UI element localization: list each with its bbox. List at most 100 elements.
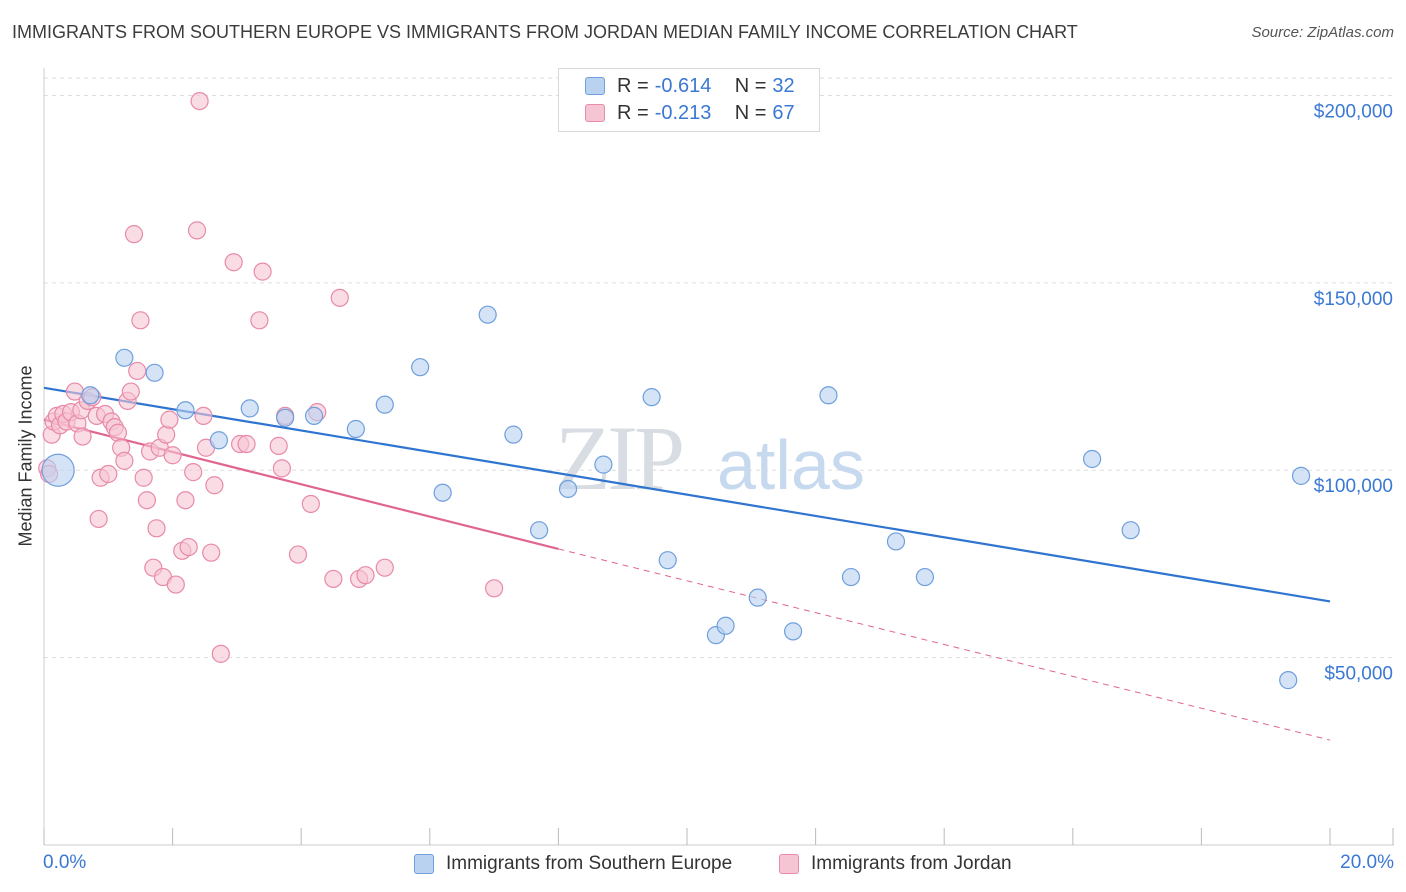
point-jordan (330, 288, 349, 307)
point-jordan (157, 425, 176, 444)
point-jordan (237, 434, 256, 454)
point-jordan (272, 459, 292, 478)
point-southern-europe (915, 567, 935, 587)
trend-line-jordan-extension (558, 548, 1331, 741)
point-jordan (202, 543, 221, 562)
point-southern-europe (504, 425, 523, 444)
legend-label: Immigrants from Southern Europe (446, 853, 733, 874)
point-southern-europe (304, 406, 324, 425)
watermark-atlas: atlas (717, 426, 865, 504)
point-jordan (115, 451, 134, 470)
n-label: N = (734, 74, 767, 97)
point-jordan (99, 464, 118, 484)
point-jordan (194, 406, 213, 425)
y-tick-labels: $50,000 $100,000 $150,000 $200,000 (1314, 101, 1393, 684)
point-southern-europe (841, 567, 861, 587)
point-jordan (253, 262, 272, 281)
point-jordan (224, 253, 243, 272)
point-southern-europe (886, 532, 906, 551)
point-southern-europe (1291, 466, 1311, 485)
point-jordan (485, 579, 504, 598)
trend-layer (43, 386, 1331, 741)
y-tick-label: $150,000 (1314, 289, 1393, 310)
y-tick-label: $50,000 (1324, 664, 1393, 685)
r-label: R = (617, 101, 649, 124)
point-southern-europe (558, 479, 578, 499)
point-jordan (73, 427, 92, 446)
point-southern-europe (115, 348, 134, 367)
blue-swatch (414, 854, 434, 874)
point-southern-europe (209, 431, 228, 450)
watermark: ZIP atlas (555, 407, 865, 509)
point-southern-europe (1279, 671, 1298, 690)
point-jordan (205, 476, 224, 495)
point-southern-europe (433, 483, 452, 502)
legend-item-southern-europe: Immigrants from Southern Europe (414, 851, 732, 877)
point-jordan (324, 569, 343, 589)
point-jordan (184, 463, 203, 482)
point-southern-europe (478, 305, 497, 324)
point-jordan (131, 311, 150, 330)
point-southern-europe (748, 588, 767, 607)
point-southern-europe (716, 616, 735, 635)
point-jordan (121, 382, 140, 401)
point-jordan (166, 575, 185, 594)
point-jordan (269, 436, 288, 455)
point-jordan (375, 558, 394, 577)
point-jordan (89, 509, 108, 529)
r-label: R = (617, 74, 649, 97)
blue-swatch (585, 77, 605, 95)
legend-label: Immigrants from Jordan (811, 853, 1012, 874)
pink-swatch (585, 104, 605, 122)
point-jordan (190, 91, 209, 111)
x-tick-label-max: 20.0% (1340, 852, 1394, 873)
point-jordan (128, 361, 147, 381)
point-southern-europe (176, 401, 195, 420)
point-southern-europe (240, 399, 259, 418)
point-southern-europe (530, 521, 549, 540)
point-jordan (134, 468, 153, 487)
watermark-zip: ZIP (555, 407, 682, 509)
n-value: 67 (772, 101, 795, 124)
n-value: 32 (772, 74, 795, 97)
point-jordan (301, 494, 320, 514)
point-southern-europe (411, 358, 430, 377)
trend-line-southern-europe (43, 386, 1331, 603)
point-southern-europe (81, 386, 100, 405)
point-jordan (137, 491, 156, 510)
correlation-legend: R = -0.614 N = 32 R = -0.213 N = 67 (558, 68, 820, 132)
point-jordan (163, 446, 182, 465)
source-label: Source: ZipAtlas.com (1251, 24, 1394, 41)
trend-line-jordan (43, 418, 559, 551)
legend-item-jordan: Immigrants from Jordan (779, 851, 1012, 877)
point-jordan (147, 519, 166, 538)
point-southern-europe (276, 408, 295, 427)
y-tick-label: $200,000 (1314, 101, 1393, 122)
point-jordan (356, 566, 375, 585)
point-southern-europe (642, 388, 661, 407)
point-jordan (179, 537, 198, 557)
r-value: -0.614 (654, 74, 712, 97)
point-southern-europe (594, 455, 613, 474)
y-tick-label: $100,000 (1314, 476, 1393, 497)
point-southern-europe (1121, 521, 1140, 540)
point-southern-europe (819, 386, 838, 405)
point-southern-europe (658, 551, 677, 570)
x-tick-label-min: 0.0% (43, 852, 87, 873)
point-southern-europe (41, 453, 75, 487)
point-southern-europe (783, 622, 803, 641)
r-value: -0.213 (654, 101, 712, 124)
point-southern-europe (346, 419, 365, 439)
pink-swatch (779, 854, 799, 874)
point-jordan (288, 545, 308, 564)
point-jordan (211, 644, 230, 663)
point-jordan (187, 221, 207, 240)
point-southern-europe (375, 395, 394, 414)
points-layer (38, 91, 1311, 690)
grid-layer (44, 77, 1394, 659)
point-jordan (108, 423, 128, 442)
y-axis-label: Median Family Income (15, 365, 36, 547)
point-jordan (250, 311, 269, 330)
point-southern-europe (145, 363, 164, 382)
